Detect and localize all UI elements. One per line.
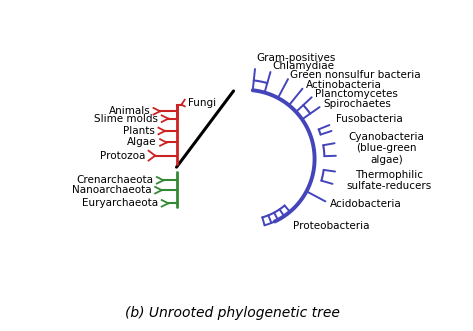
Text: Fusobacteria: Fusobacteria (336, 114, 403, 124)
Text: Algae: Algae (127, 137, 157, 148)
Text: Protozoa: Protozoa (100, 151, 145, 161)
Text: Acidobacteria: Acidobacteria (330, 199, 402, 209)
Text: Crenarchaeota: Crenarchaeota (77, 175, 154, 185)
Text: Animals: Animals (108, 106, 150, 116)
Text: Actinobacteria: Actinobacteria (306, 80, 381, 90)
Text: Thermophilic
sulfate-reducers: Thermophilic sulfate-reducers (347, 170, 432, 191)
Text: Green nonsulfur bacteria: Green nonsulfur bacteria (290, 70, 421, 80)
Text: Nanoarchaeota: Nanoarchaeota (72, 185, 152, 195)
Text: Fungi: Fungi (188, 98, 216, 108)
Text: Gram-positives: Gram-positives (256, 53, 335, 63)
Text: Euryarchaeota: Euryarchaeota (82, 198, 158, 208)
Text: Spirochaetes: Spirochaetes (324, 99, 392, 109)
Text: Plants: Plants (123, 126, 155, 136)
Text: Planctomycetes: Planctomycetes (315, 89, 398, 99)
Text: Chlamydiae: Chlamydiae (272, 61, 334, 71)
Text: Proteobacteria: Proteobacteria (293, 221, 369, 231)
Text: Cyanobacteria
(blue-green
algae): Cyanobacteria (blue-green algae) (349, 131, 424, 165)
Text: Slime molds: Slime molds (95, 114, 158, 124)
Text: (b) Unrooted phylogenetic tree: (b) Unrooted phylogenetic tree (125, 306, 340, 320)
